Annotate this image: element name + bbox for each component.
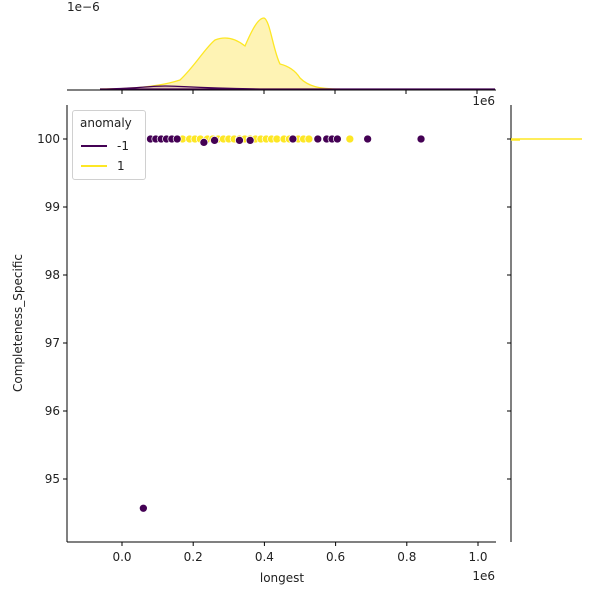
svg-text:0.2: 0.2: [184, 550, 203, 564]
legend-entry-neg1: -1: [81, 138, 129, 154]
right-marginal-kde: [507, 105, 582, 542]
x-axis-ticks: 0.0 0.2 0.4 0.6 0.8 1.0: [112, 542, 488, 564]
legend-swatch: [81, 145, 107, 147]
top-marginal-x-offset: 1e6: [472, 94, 495, 108]
svg-text:0.8: 0.8: [397, 550, 416, 564]
legend-swatch: [81, 165, 107, 167]
svg-text:0.6: 0.6: [326, 550, 345, 564]
scatter-points: [139, 134, 426, 513]
y-axis-ticks: 95 96 97 98 99 100: [37, 132, 67, 486]
main-axes: [66, 105, 496, 543]
svg-text:98: 98: [45, 268, 60, 282]
svg-text:100: 100: [37, 132, 60, 146]
y-axis-label: Completeness_Specific: [11, 254, 25, 392]
svg-text:0.4: 0.4: [255, 550, 274, 564]
svg-text:1.0: 1.0: [468, 550, 487, 564]
x-axis-label: longest: [260, 571, 305, 585]
legend-entry-1: 1: [81, 158, 125, 174]
legend-label: 1: [117, 159, 125, 173]
legend-title: anomaly: [80, 116, 132, 130]
x-offset-label: 1e6: [472, 569, 495, 583]
legend: anomaly -1 1: [72, 110, 146, 180]
svg-text:97: 97: [45, 336, 60, 350]
svg-text:95: 95: [45, 472, 60, 486]
top-marginal-kde: [67, 17, 496, 94]
svg-text:0.0: 0.0: [112, 550, 131, 564]
svg-text:99: 99: [45, 200, 60, 214]
legend-label: -1: [117, 139, 129, 153]
top-marginal-offset-label: 1e−6: [67, 0, 100, 14]
svg-text:96: 96: [45, 404, 60, 418]
